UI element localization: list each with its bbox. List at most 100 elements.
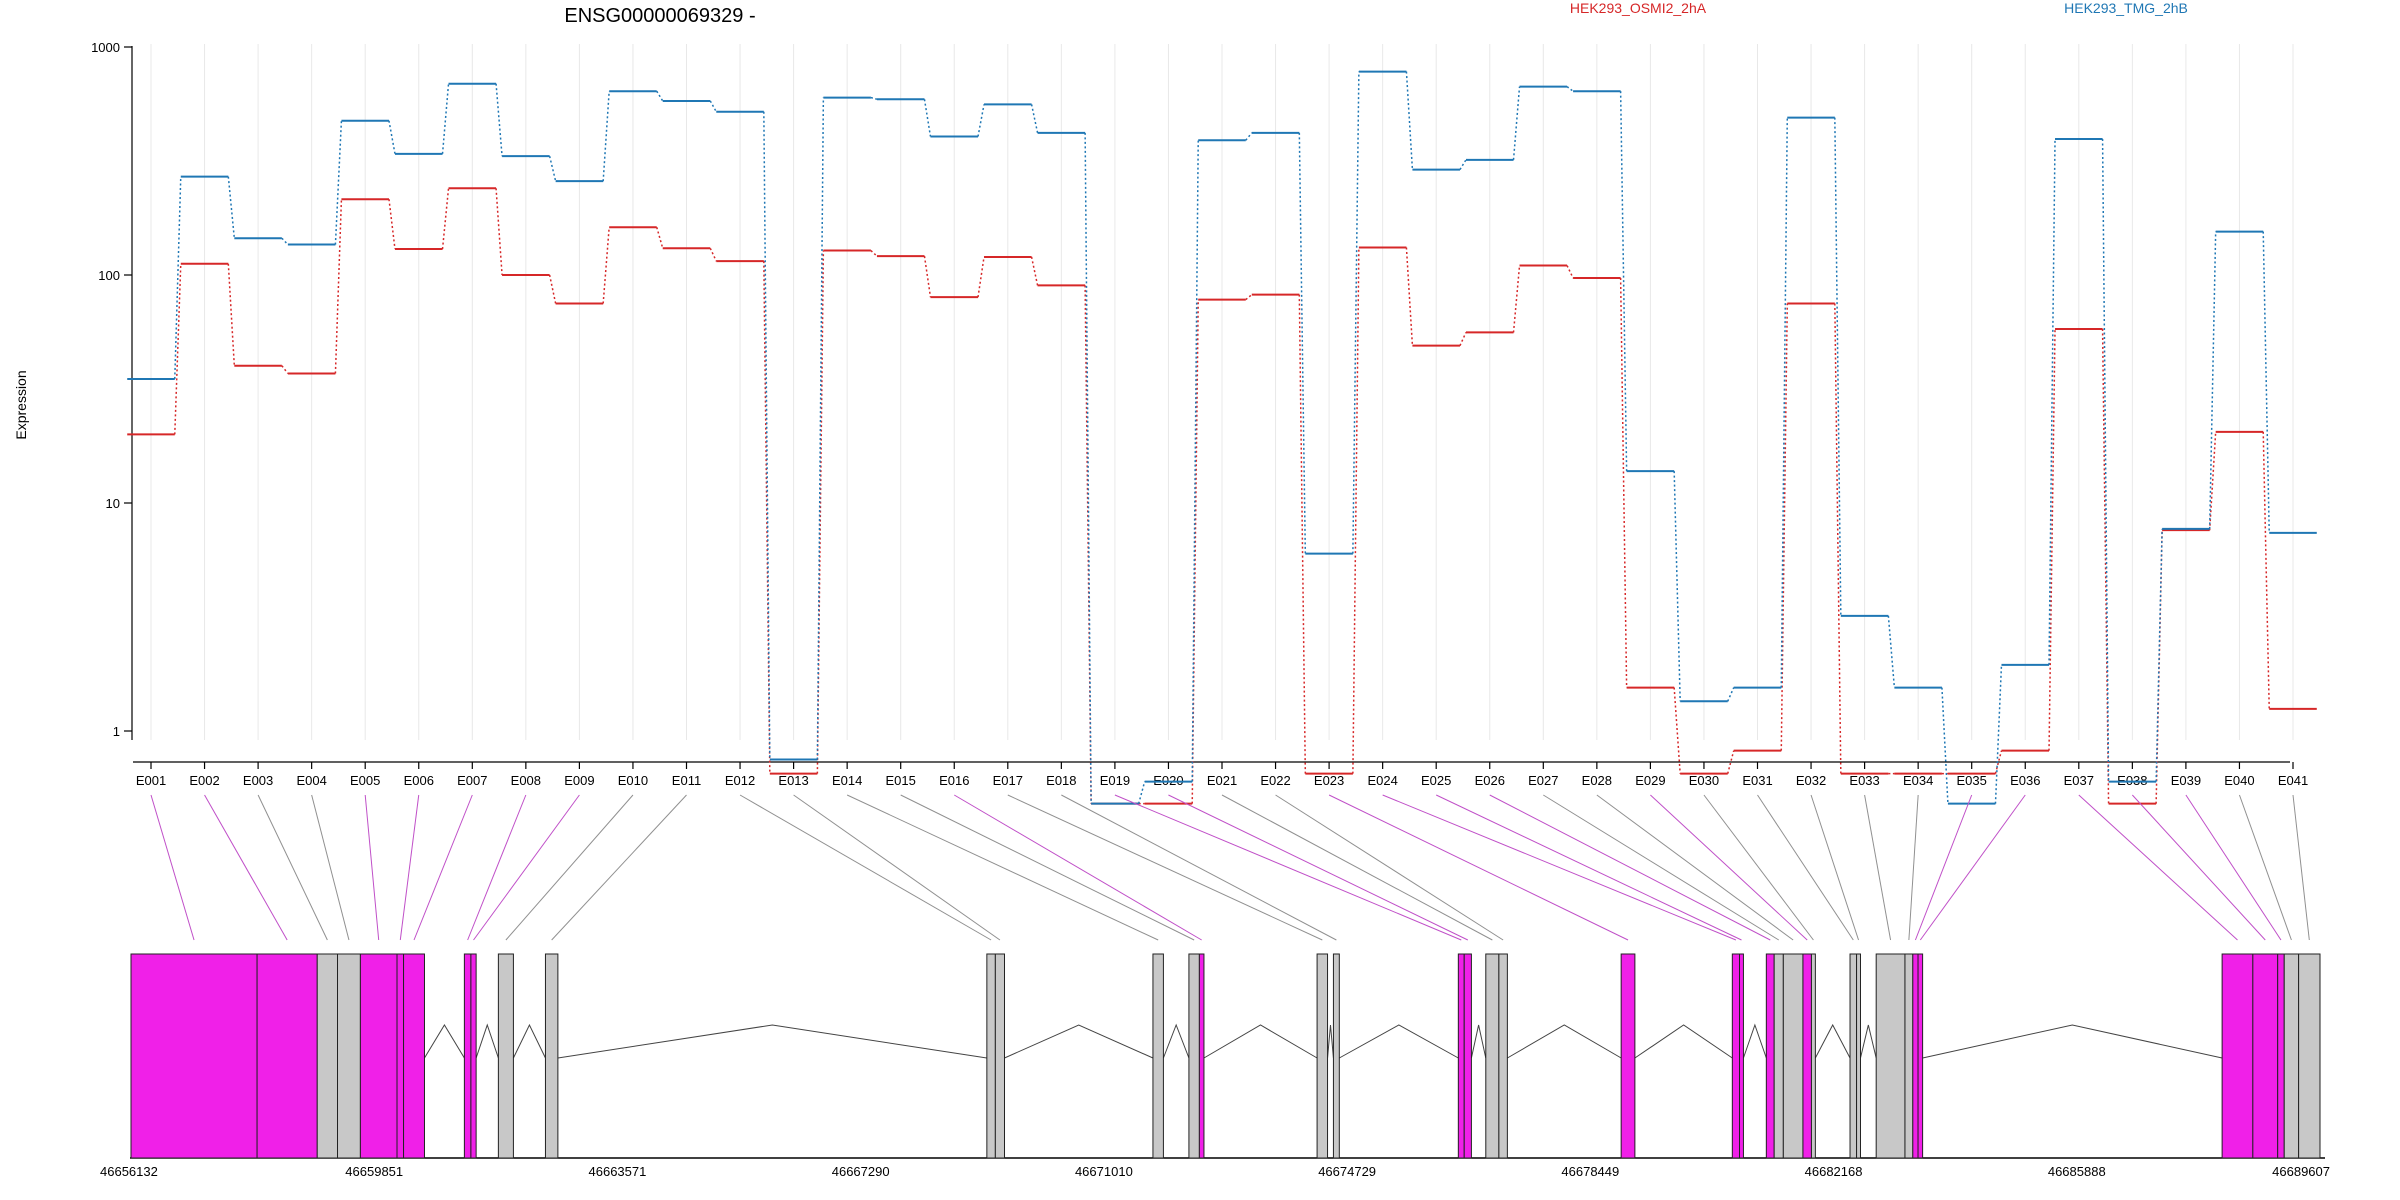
genomic-coordinate-label: 46678449	[1561, 1164, 1619, 1179]
x-tick-label: E041	[2278, 773, 2308, 788]
connector-line	[413, 794, 473, 941]
x-tick-label: E006	[404, 773, 434, 788]
connector-line	[1435, 794, 1742, 941]
x-tick-label: E011	[672, 773, 701, 788]
connector-line	[1864, 794, 1892, 941]
x-tick-label: E004	[296, 773, 326, 788]
series-lines	[127, 70, 2317, 805]
intron-line	[424, 1024, 465, 1059]
connector-line	[1703, 794, 1814, 941]
connector-line	[1221, 794, 1493, 941]
intron-line	[1814, 1023, 1851, 1059]
y-tick-label: 1	[113, 724, 120, 739]
exon-box	[1332, 953, 1340, 1159]
y-ticks: 1 10 100 1000	[91, 40, 132, 739]
connector-line	[1382, 794, 1737, 941]
exon-box	[1875, 953, 1906, 1159]
y-tick-label: 1000	[91, 40, 120, 55]
vertical-grid	[150, 44, 2294, 740]
x-tick-label: E014	[832, 773, 862, 788]
x-tick-label: E039	[2171, 773, 2201, 788]
x-ticks: E001 E002 E003 E004 E005 E006 E007 E008 E009 E010…	[136, 762, 2308, 788]
exon-box	[1917, 953, 1924, 1159]
x-tick-label: E019	[1100, 773, 1130, 788]
x-tick-label: E038	[2117, 773, 2147, 788]
exon-box	[1856, 953, 1861, 1159]
exon-box	[130, 953, 258, 1159]
x-tick-label: E035	[1957, 773, 1987, 788]
exon-box	[1188, 953, 1200, 1159]
connector-line	[900, 794, 1195, 941]
exon-box	[1765, 953, 1775, 1159]
x-tick-label: E036	[2010, 773, 2040, 788]
connector-line	[467, 794, 527, 941]
intron-line	[512, 1023, 546, 1059]
connector-line	[204, 794, 288, 941]
x-tick-label: E010	[618, 773, 648, 788]
x-tick-label: E023	[1314, 773, 1344, 788]
x-tick-label: E030	[1689, 773, 1719, 788]
intron-line	[1470, 1024, 1487, 1059]
genomic-coordinate-label: 46689607	[2272, 1164, 2330, 1179]
connector-line	[2185, 794, 2282, 941]
exon-box	[1198, 953, 1205, 1159]
intron-line	[1162, 1023, 1190, 1059]
connector-line	[1275, 794, 1504, 941]
intron-line	[1507, 1024, 1622, 1059]
connector-line	[551, 794, 687, 941]
exon-box	[256, 953, 318, 1159]
x-tick-label: E032	[1796, 773, 1826, 788]
exon-box	[2277, 953, 2285, 1159]
genomic-coordinates: 46656132 46659851 46663571 46667290 46671010…	[100, 1164, 2330, 1179]
intron-line	[1742, 1023, 1767, 1059]
x-tick-label: E024	[1367, 773, 1397, 788]
exon-box	[2252, 953, 2279, 1159]
intron-line	[1634, 1024, 1733, 1059]
intron-line	[1203, 1024, 1318, 1059]
genomic-coordinate-label: 46663571	[589, 1164, 647, 1179]
connector-line	[1810, 794, 1860, 941]
genomic-coordinate-label: 46667290	[832, 1164, 890, 1179]
exon-box	[1810, 953, 1816, 1159]
connector-line	[1919, 794, 2026, 941]
x-tick-label: E033	[1849, 773, 1879, 788]
x-tick-label: E025	[1421, 773, 1451, 788]
exon-box	[1849, 953, 1858, 1159]
x-tick-label: E028	[1582, 773, 1612, 788]
x-tick-label: E037	[2064, 773, 2094, 788]
connector-line	[1650, 794, 1808, 941]
connector-line	[399, 794, 420, 941]
exon-box	[1485, 953, 1500, 1159]
genomic-coordinate-label: 46659851	[345, 1164, 403, 1179]
connector-line	[150, 794, 195, 941]
x-tick-label: E034	[1903, 773, 1933, 788]
exon-box	[994, 953, 1006, 1159]
genomic-coordinate-label: 46674729	[1318, 1164, 1376, 1179]
exon-box	[1912, 953, 1919, 1159]
connector-line	[2292, 794, 2310, 941]
exon-box	[1463, 953, 1472, 1159]
exon-box	[1904, 953, 1914, 1159]
connector-line	[1489, 794, 1771, 941]
connector-line	[311, 794, 350, 941]
genomic-coordinate-label: 46685888	[2048, 1164, 2106, 1179]
x-tick-label: E026	[1475, 773, 1505, 788]
x-tick-label: E031	[1742, 773, 1772, 788]
exon-box	[986, 953, 996, 1159]
connector-line	[1908, 794, 1919, 941]
intron-line	[1327, 1024, 1334, 1059]
exon-box	[403, 953, 425, 1159]
x-tick-label: E022	[1260, 773, 1290, 788]
exon-connectors	[150, 794, 2310, 941]
x-tick-label: E001	[136, 773, 166, 788]
x-tick-label: E040	[2224, 773, 2254, 788]
exon-box	[1802, 953, 1812, 1159]
connector-line	[953, 794, 1202, 941]
connector-line	[1061, 794, 1337, 941]
exon-box	[1316, 953, 1329, 1159]
connector-line	[2238, 794, 2292, 941]
exon-box	[396, 953, 405, 1159]
genomic-coordinate-label: 46656132	[100, 1164, 158, 1179]
connector-line	[1007, 794, 1323, 941]
